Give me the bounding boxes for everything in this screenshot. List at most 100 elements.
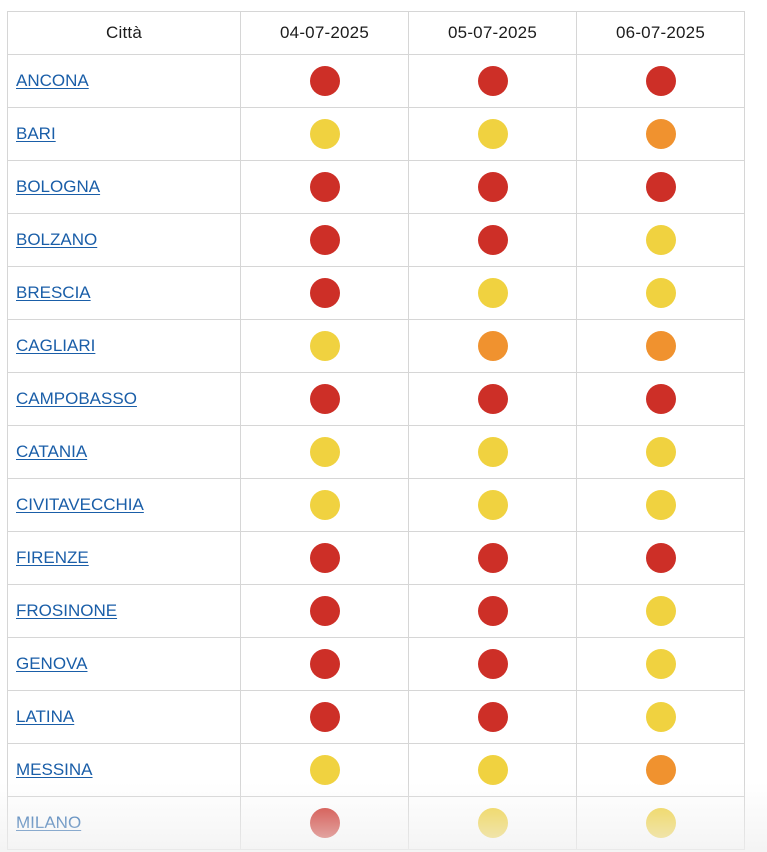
- level-cell-day-1: [240, 584, 409, 638]
- alert-level-red-icon: [477, 649, 508, 679]
- alert-level-red-icon: [645, 66, 676, 96]
- table-row: FIRENZE: [7, 531, 745, 585]
- alert-level-yellow-icon: [477, 808, 508, 838]
- alert-level-yellow-icon: [645, 278, 676, 308]
- level-cell-day-2: [408, 796, 577, 850]
- alert-level-red-icon: [477, 172, 508, 202]
- table-row: CIVITAVECCHIA: [7, 478, 745, 532]
- city-cell: GENOVA: [7, 637, 241, 691]
- level-cell-day-3: [576, 637, 745, 691]
- table-row: CATANIA: [7, 425, 745, 479]
- level-cell-day-3: [576, 266, 745, 320]
- level-cell-day-2: [408, 478, 577, 532]
- city-cell: CATANIA: [7, 425, 241, 479]
- level-cell-day-1: [240, 796, 409, 850]
- level-cell-day-3: [576, 54, 745, 108]
- city-link[interactable]: BOLZANO: [16, 230, 98, 249]
- alert-level-red-icon: [477, 66, 508, 96]
- city-link[interactable]: MESSINA: [16, 760, 93, 779]
- city-link[interactable]: LATINA: [16, 707, 75, 726]
- city-link[interactable]: MILANO: [16, 813, 82, 832]
- alert-level-red-icon: [309, 808, 340, 838]
- table-row: CAMPOBASSO: [7, 372, 745, 426]
- header-date-2: 05-07-2025: [408, 11, 577, 55]
- table-row: BOLZANO: [7, 213, 745, 267]
- table-row: ANCONA: [7, 54, 745, 108]
- level-cell-day-2: [408, 160, 577, 214]
- header-city: Città: [7, 11, 241, 55]
- table-row: GENOVA: [7, 637, 745, 691]
- level-cell-day-2: [408, 531, 577, 585]
- city-cell: FROSINONE: [7, 584, 241, 638]
- level-cell-day-2: [408, 743, 577, 797]
- city-link[interactable]: BOLOGNA: [16, 177, 101, 196]
- alert-level-yellow-icon: [645, 490, 676, 520]
- table-row: LATINA: [7, 690, 745, 744]
- table-row: MESSINA: [7, 743, 745, 797]
- level-cell-day-1: [240, 160, 409, 214]
- alert-level-red-icon: [309, 66, 340, 96]
- level-cell-day-1: [240, 266, 409, 320]
- city-link[interactable]: CIVITAVECCHIA: [16, 495, 144, 514]
- level-cell-day-2: [408, 637, 577, 691]
- city-cell: BARI: [7, 107, 241, 161]
- city-link[interactable]: ANCONA: [16, 71, 89, 90]
- alert-level-red-icon: [477, 543, 508, 573]
- alert-level-red-icon: [309, 702, 340, 732]
- city-link[interactable]: CAGLIARI: [16, 336, 96, 355]
- city-cell: BOLOGNA: [7, 160, 241, 214]
- alert-level-red-icon: [309, 384, 340, 414]
- city-cell: CIVITAVECCHIA: [7, 478, 241, 532]
- city-cell: MILANO: [7, 796, 241, 850]
- city-link[interactable]: FROSINONE: [16, 601, 118, 620]
- alert-level-yellow-icon: [645, 225, 676, 255]
- city-link[interactable]: BRESCIA: [16, 283, 91, 302]
- city-cell: MESSINA: [7, 743, 241, 797]
- alert-level-red-icon: [645, 172, 676, 202]
- alert-level-orange-icon: [645, 119, 676, 149]
- city-link[interactable]: GENOVA: [16, 654, 88, 673]
- alert-level-yellow-icon: [309, 437, 340, 467]
- alert-level-yellow-icon: [645, 808, 676, 838]
- city-cell: CAMPOBASSO: [7, 372, 241, 426]
- header-date-1: 04-07-2025: [240, 11, 409, 55]
- level-cell-day-2: [408, 584, 577, 638]
- level-cell-day-2: [408, 690, 577, 744]
- level-cell-day-2: [408, 266, 577, 320]
- level-cell-day-2: [408, 319, 577, 373]
- level-cell-day-3: [576, 425, 745, 479]
- heat-alert-table: Città 04-07-2025 05-07-2025 06-07-2025 A…: [7, 11, 745, 850]
- level-cell-day-1: [240, 213, 409, 267]
- table-row: BRESCIA: [7, 266, 745, 320]
- level-cell-day-3: [576, 372, 745, 426]
- level-cell-day-3: [576, 690, 745, 744]
- level-cell-day-2: [408, 372, 577, 426]
- level-cell-day-3: [576, 319, 745, 373]
- city-link[interactable]: CATANIA: [16, 442, 88, 461]
- level-cell-day-1: [240, 372, 409, 426]
- city-link[interactable]: FIRENZE: [16, 548, 89, 567]
- level-cell-day-2: [408, 213, 577, 267]
- level-cell-day-1: [240, 478, 409, 532]
- table-row: MILANO: [7, 796, 745, 850]
- header-row: Città 04-07-2025 05-07-2025 06-07-2025: [7, 11, 745, 55]
- alert-level-orange-icon: [645, 331, 676, 361]
- alert-level-yellow-icon: [477, 278, 508, 308]
- alert-level-red-icon: [309, 543, 340, 573]
- city-link[interactable]: CAMPOBASSO: [16, 389, 137, 408]
- alert-level-yellow-icon: [309, 755, 340, 785]
- alert-level-yellow-icon: [477, 119, 508, 149]
- heat-alert-table-container: Città 04-07-2025 05-07-2025 06-07-2025 A…: [7, 11, 745, 850]
- alert-level-yellow-icon: [477, 755, 508, 785]
- alert-level-red-icon: [309, 649, 340, 679]
- alert-level-orange-icon: [477, 331, 508, 361]
- level-cell-day-3: [576, 584, 745, 638]
- level-cell-day-3: [576, 107, 745, 161]
- level-cell-day-2: [408, 54, 577, 108]
- level-cell-day-2: [408, 425, 577, 479]
- alert-level-red-icon: [645, 384, 676, 414]
- alert-level-red-icon: [477, 702, 508, 732]
- alert-level-orange-icon: [645, 755, 676, 785]
- city-link[interactable]: BARI: [16, 124, 56, 143]
- alert-level-yellow-icon: [477, 490, 508, 520]
